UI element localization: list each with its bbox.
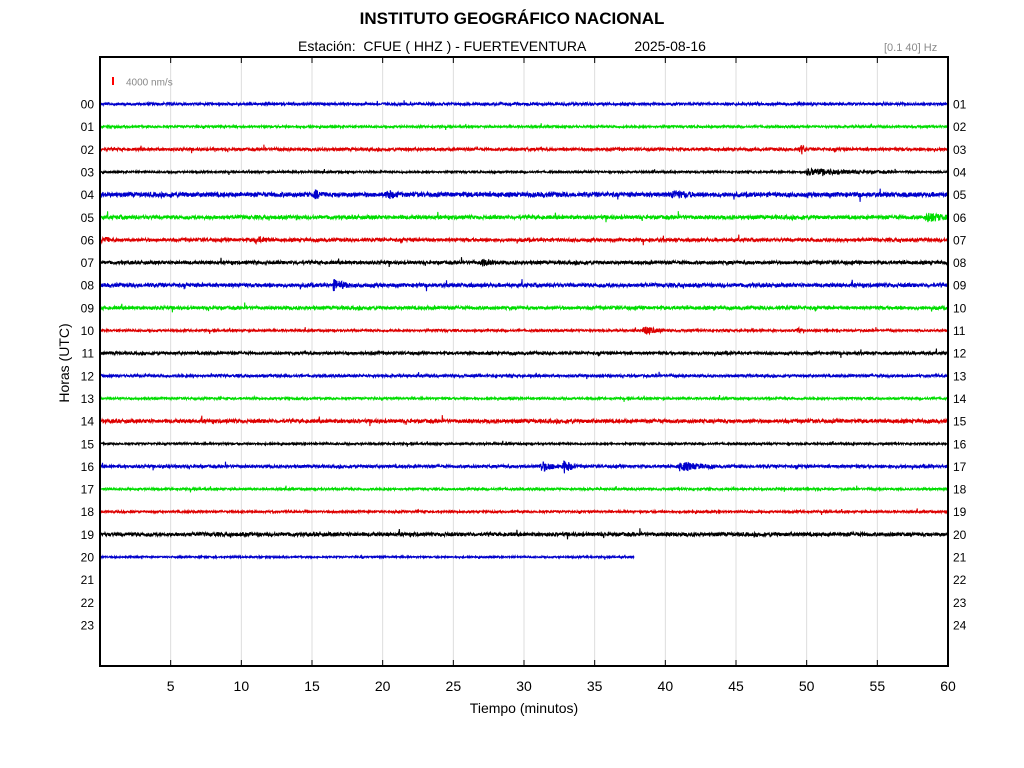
trace-hour-02 <box>99 144 949 155</box>
y-tick-label-left: 05 <box>81 211 95 225</box>
chart-title: INSTITUTO GEOGRÁFICO NACIONAL <box>359 9 665 28</box>
y-tick-label-right: 22 <box>953 573 967 587</box>
trace-hour-15 <box>99 440 949 447</box>
plot-frame <box>99 56 949 667</box>
y-tick-label-left: 02 <box>81 143 95 157</box>
y-tick-label-left: 23 <box>81 618 95 632</box>
trace-hour-10 <box>99 325 949 336</box>
y-tick-label-right: 14 <box>953 392 967 406</box>
y-tick-label-left: 06 <box>81 233 95 247</box>
y-tick-label-left: 04 <box>81 188 95 202</box>
x-tick-label: 20 <box>375 678 391 694</box>
trace-hour-16 <box>99 460 949 474</box>
trace-hour-12 <box>99 371 949 380</box>
y-tick-label-right: 09 <box>953 279 967 293</box>
y-tick-label-right: 20 <box>953 528 967 542</box>
x-tick-label: 40 <box>658 678 674 694</box>
trace-hour-01 <box>99 123 949 131</box>
y-tick-label-left: 16 <box>81 460 95 474</box>
trace-hour-06 <box>99 234 949 246</box>
x-tick-label: 5 <box>167 678 175 694</box>
y-tick-label-right: 01 <box>953 98 967 112</box>
y-tick-label-left: 18 <box>81 505 95 519</box>
y-tick-label-right: 07 <box>953 233 967 247</box>
trace-hour-18 <box>99 508 949 516</box>
x-tick-label: 35 <box>587 678 603 694</box>
chart-subtitle: Estación: CFUE ( HHZ ) - FUERTEVENTURA 20… <box>298 38 706 54</box>
y-tick-label-left: 19 <box>81 528 95 542</box>
trace-hour-00 <box>99 100 949 108</box>
y-tick-label-right: 10 <box>953 301 967 315</box>
y-tick-label-left: 11 <box>82 347 95 361</box>
trace-hour-08 <box>99 279 949 292</box>
station-label: Estación: CFUE ( HHZ ) - FUERTEVENTURA <box>298 38 587 54</box>
y-tick-label-left: 09 <box>81 301 95 315</box>
y-tick-label-right: 06 <box>953 211 967 225</box>
x-tick-label: 60 <box>940 678 956 694</box>
y-tick-label-right: 13 <box>953 369 967 383</box>
trace-hour-11 <box>99 348 949 358</box>
y-tick-label-left: 12 <box>81 369 95 383</box>
y-tick-label-left: 03 <box>81 165 95 179</box>
y-tick-label-left: 07 <box>81 256 95 270</box>
y-tick-label-right: 04 <box>953 165 967 179</box>
trace-hour-05 <box>99 211 949 223</box>
y-tick-label-right: 15 <box>953 415 967 429</box>
trace-hour-17 <box>99 485 949 493</box>
y-tick-label-right: 18 <box>953 483 967 497</box>
scale-bar <box>112 77 114 85</box>
trace-hour-07 <box>99 257 949 268</box>
y-tick-label-left: 10 <box>81 324 95 338</box>
x-tick-label: 55 <box>870 678 886 694</box>
trace-hour-13 <box>99 394 949 402</box>
trace-hour-09 <box>99 302 949 313</box>
y-tick-label-left: 20 <box>81 551 95 565</box>
y-tick-label-right: 03 <box>953 143 967 157</box>
y-tick-label-right: 08 <box>953 256 967 270</box>
y-tick-label-right: 24 <box>953 618 967 632</box>
y-tick-label-right: 02 <box>953 120 967 134</box>
y-tick-label-left: 13 <box>81 392 95 406</box>
x-tick-label: 45 <box>728 678 744 694</box>
trace-hour-04 <box>99 188 949 202</box>
y-tick-label-left: 21 <box>81 573 95 587</box>
x-tick-label: 10 <box>234 678 250 694</box>
y-tick-label-left: 00 <box>81 98 95 112</box>
x-tick-label: 30 <box>516 678 532 694</box>
x-tick-label: 50 <box>799 678 815 694</box>
y-tick-label-left: 17 <box>81 483 95 497</box>
date-label: 2025-08-16 <box>634 38 706 54</box>
y-tick-label-left: 01 <box>81 120 95 134</box>
scale-label: 4000 nm/s <box>126 78 173 89</box>
x-axis-label: Tiempo (minutos) <box>469 700 579 716</box>
y-tick-label-right: 23 <box>953 596 967 610</box>
trace-hour-14 <box>99 415 949 427</box>
y-tick-label-right: 19 <box>953 505 967 519</box>
trace-hour-19 <box>99 528 949 540</box>
y-tick-label-right: 16 <box>953 437 967 451</box>
filter-label: [0.1 40] Hz <box>884 42 938 54</box>
y-tick-label-right: 11 <box>953 324 966 338</box>
y-tick-label-left: 08 <box>81 279 95 293</box>
y-tick-label-right: 17 <box>953 460 967 474</box>
x-tick-label: 15 <box>304 678 320 694</box>
y-tick-label-left: 22 <box>81 596 95 610</box>
trace-hour-03 <box>99 167 949 177</box>
y-tick-label-right: 12 <box>953 347 967 361</box>
y-tick-label-left: 15 <box>81 437 95 451</box>
y-tick-label-left: 14 <box>81 415 95 429</box>
trace-hour-20 <box>99 554 635 560</box>
y-tick-label-right: 05 <box>953 188 967 202</box>
y-tick-label-right: 21 <box>953 551 967 565</box>
x-tick-label: 25 <box>446 678 462 694</box>
